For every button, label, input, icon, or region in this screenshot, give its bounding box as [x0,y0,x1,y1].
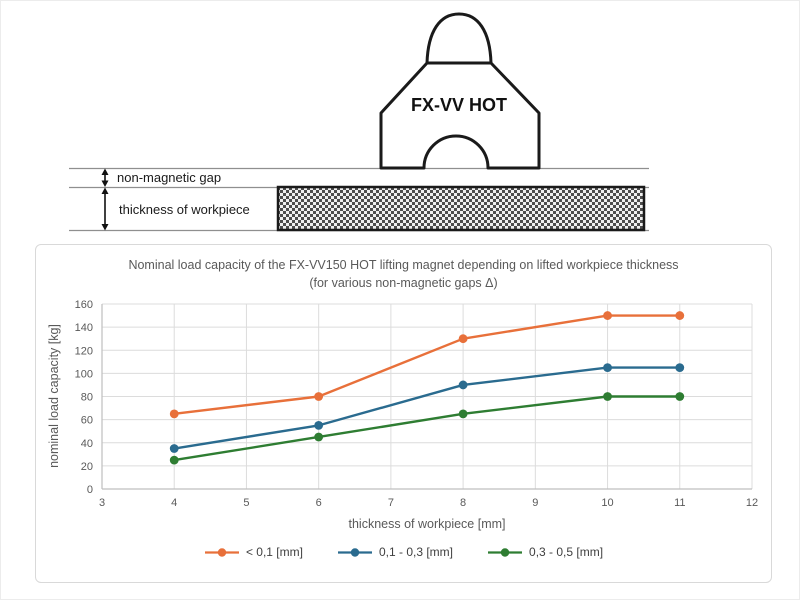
gap-label: non-magnetic gap [117,170,221,185]
axes [101,304,752,490]
series-0 [169,311,685,419]
chart-legend: < 0,1 [mm] 0,1 - 0,3 [mm] 0,3 - 0,5 [mm] [36,545,771,559]
magnet-label: FX-VV HOT [411,95,507,115]
x-tick-label: 4 [171,497,177,509]
data-point [314,432,324,442]
y-tick-label: 60 [81,415,93,427]
data-point [314,421,324,430]
data-point [603,392,612,401]
legend-label: 0,3 - 0,5 [mm] [529,545,604,559]
y-tick-label: 140 [75,322,93,334]
legend-item-0: < 0,1 [mm] [204,545,303,559]
x-tick-label: 11 [674,497,685,509]
series-line [174,366,680,450]
y-tick-label: 40 [81,438,93,450]
x-tick-label: 6 [316,497,322,509]
magnet-body [379,61,541,170]
magnet-diagram: FX-VV HOT non-magnetic gap thickness of … [69,12,649,232]
gap-dimension-arrow [101,168,109,187]
series-line [174,314,680,416]
x-tick-labels: 3 4 5 6 7 8 9 10 11 12 [99,497,758,509]
magnet-hook-dome-icon [425,12,493,65]
y-tick-labels: 0 20 40 60 80 100 120 140 160 [75,299,93,496]
legend-label: < 0,1 [mm] [245,545,303,559]
x-tick-label: 9 [532,497,538,509]
y-tick-label: 20 [81,461,93,473]
x-tick-label: 3 [99,497,105,509]
data-point [169,455,179,465]
x-tick-label: 7 [388,497,394,509]
chart-title-line2: (for various non-magnetic gaps Δ) [309,275,498,290]
y-tick-label: 160 [75,299,93,311]
legend-marker-icon [337,547,372,557]
chart-title-line1: Nominal load capacity of the FX-VV150 HO… [128,258,679,272]
data-point [169,444,179,453]
legend-item-1: 0,1 - 0,3 [mm] [337,545,453,559]
data-point [603,363,612,372]
x-axis-title: thickness of workpiece [mm] [349,517,506,531]
data-point [169,409,179,419]
y-tick-label: 120 [75,345,93,357]
thickness-dimension-arrow [101,187,109,231]
legend-marker-icon [488,547,523,557]
legend-marker-icon [204,547,239,557]
data-point [675,363,685,372]
legend-item-2: 0,3 - 0,5 [mm] [487,545,603,559]
chart-container: Nominal load capacity of the FX-VV150 HO… [35,244,772,583]
data-point [675,311,685,320]
y-axis-title: nominal load capacity [kg] [47,324,61,468]
y-tick-label: 100 [75,368,93,380]
chart-title: Nominal load capacity of the FX-VV150 HO… [36,257,771,292]
x-tick-label: 8 [460,497,466,509]
data-point [314,392,324,401]
x-tick-label: 12 [746,497,758,509]
workpiece-hatch-block [276,185,646,232]
data-point [458,334,468,344]
y-tick-label: 80 [81,392,93,404]
data-point [603,311,612,320]
data-point [458,380,468,390]
series-1 [169,363,685,453]
data-point [458,409,468,419]
y-tick-label: 0 [87,484,93,496]
x-tick-label: 10 [601,497,613,509]
x-tick-label: 5 [243,497,249,509]
legend-label: 0,1 - 0,3 [mm] [378,545,454,559]
workpiece-label: thickness of workpiece [119,202,250,217]
series-lines [169,311,685,465]
data-point [675,392,685,401]
series-line [174,395,680,462]
chart-plot: 3 4 5 6 7 8 9 10 11 12 0 20 40 60 80 100 120 140 160 thic… [47,299,758,531]
series-2 [169,392,685,465]
